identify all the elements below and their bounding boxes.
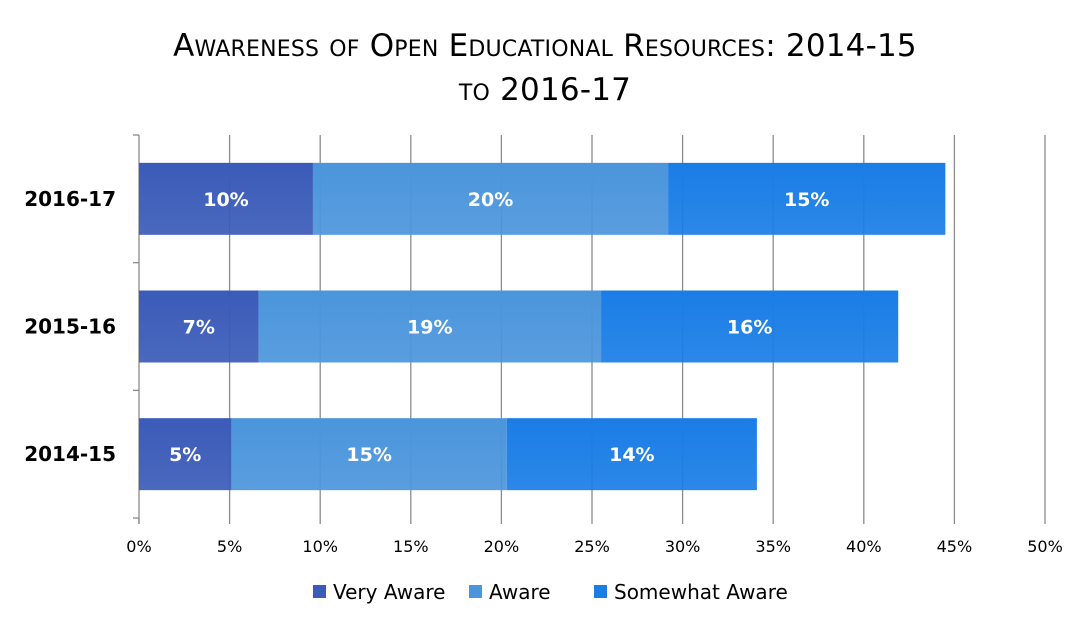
data-label: 7% [183, 317, 215, 339]
chart-title: Awareness of Open Educational Resources:… [0, 24, 1090, 112]
bar-segment [139, 162, 313, 235]
bar-segment [312, 162, 669, 235]
x-tick-label: 50% [1027, 537, 1063, 556]
category-label: 2016-17 [24, 187, 116, 211]
data-label: 20% [468, 189, 513, 211]
x-tick-label: 0% [126, 537, 151, 556]
bar-segment [668, 162, 946, 235]
data-label: 14% [609, 444, 654, 466]
x-tick-label: 35% [755, 537, 791, 556]
bar-segment [601, 290, 899, 363]
data-label: 19% [407, 317, 452, 339]
legend-swatch [313, 585, 326, 598]
chart-title-line2: to 2016-17 [458, 72, 632, 108]
bar-segment [231, 418, 507, 491]
x-tick-label: 45% [937, 537, 973, 556]
bar-segment [139, 290, 259, 363]
legend-label: Very Aware [333, 580, 445, 604]
x-tick-label: 30% [665, 537, 701, 556]
x-tick-label: 15% [393, 537, 429, 556]
legend: Very Aware Aware Somewhat Aware [313, 580, 788, 604]
data-label: 15% [784, 189, 829, 211]
legend-swatch [594, 585, 607, 598]
bar-segment [139, 418, 232, 491]
data-label: 5% [169, 444, 201, 466]
chart-title-line1: Awareness of Open Educational Resources:… [173, 28, 917, 64]
data-label: 10% [203, 189, 248, 211]
labels: 0% 5% 10% 15% 20% 25% 30% 35% 40% 45% 50% 10% 20% 15%… [24, 187, 1063, 556]
x-tick-label: 5% [217, 537, 242, 556]
category-label: 2015-16 [24, 315, 116, 339]
x-tick-label: 40% [846, 537, 882, 556]
x-tick-label: 20% [484, 537, 520, 556]
legend-swatch [469, 585, 482, 598]
x-tick-label: 25% [574, 537, 610, 556]
data-label: 15% [346, 444, 391, 466]
data-label: 16% [727, 317, 772, 339]
legend-label: Somewhat Aware [614, 580, 788, 604]
legend-label: Aware [489, 580, 551, 604]
bar-segment [258, 290, 602, 363]
x-tick-label: 10% [302, 537, 338, 556]
bars [139, 162, 946, 491]
bar-segment [506, 418, 757, 491]
category-label: 2014-15 [24, 442, 116, 466]
